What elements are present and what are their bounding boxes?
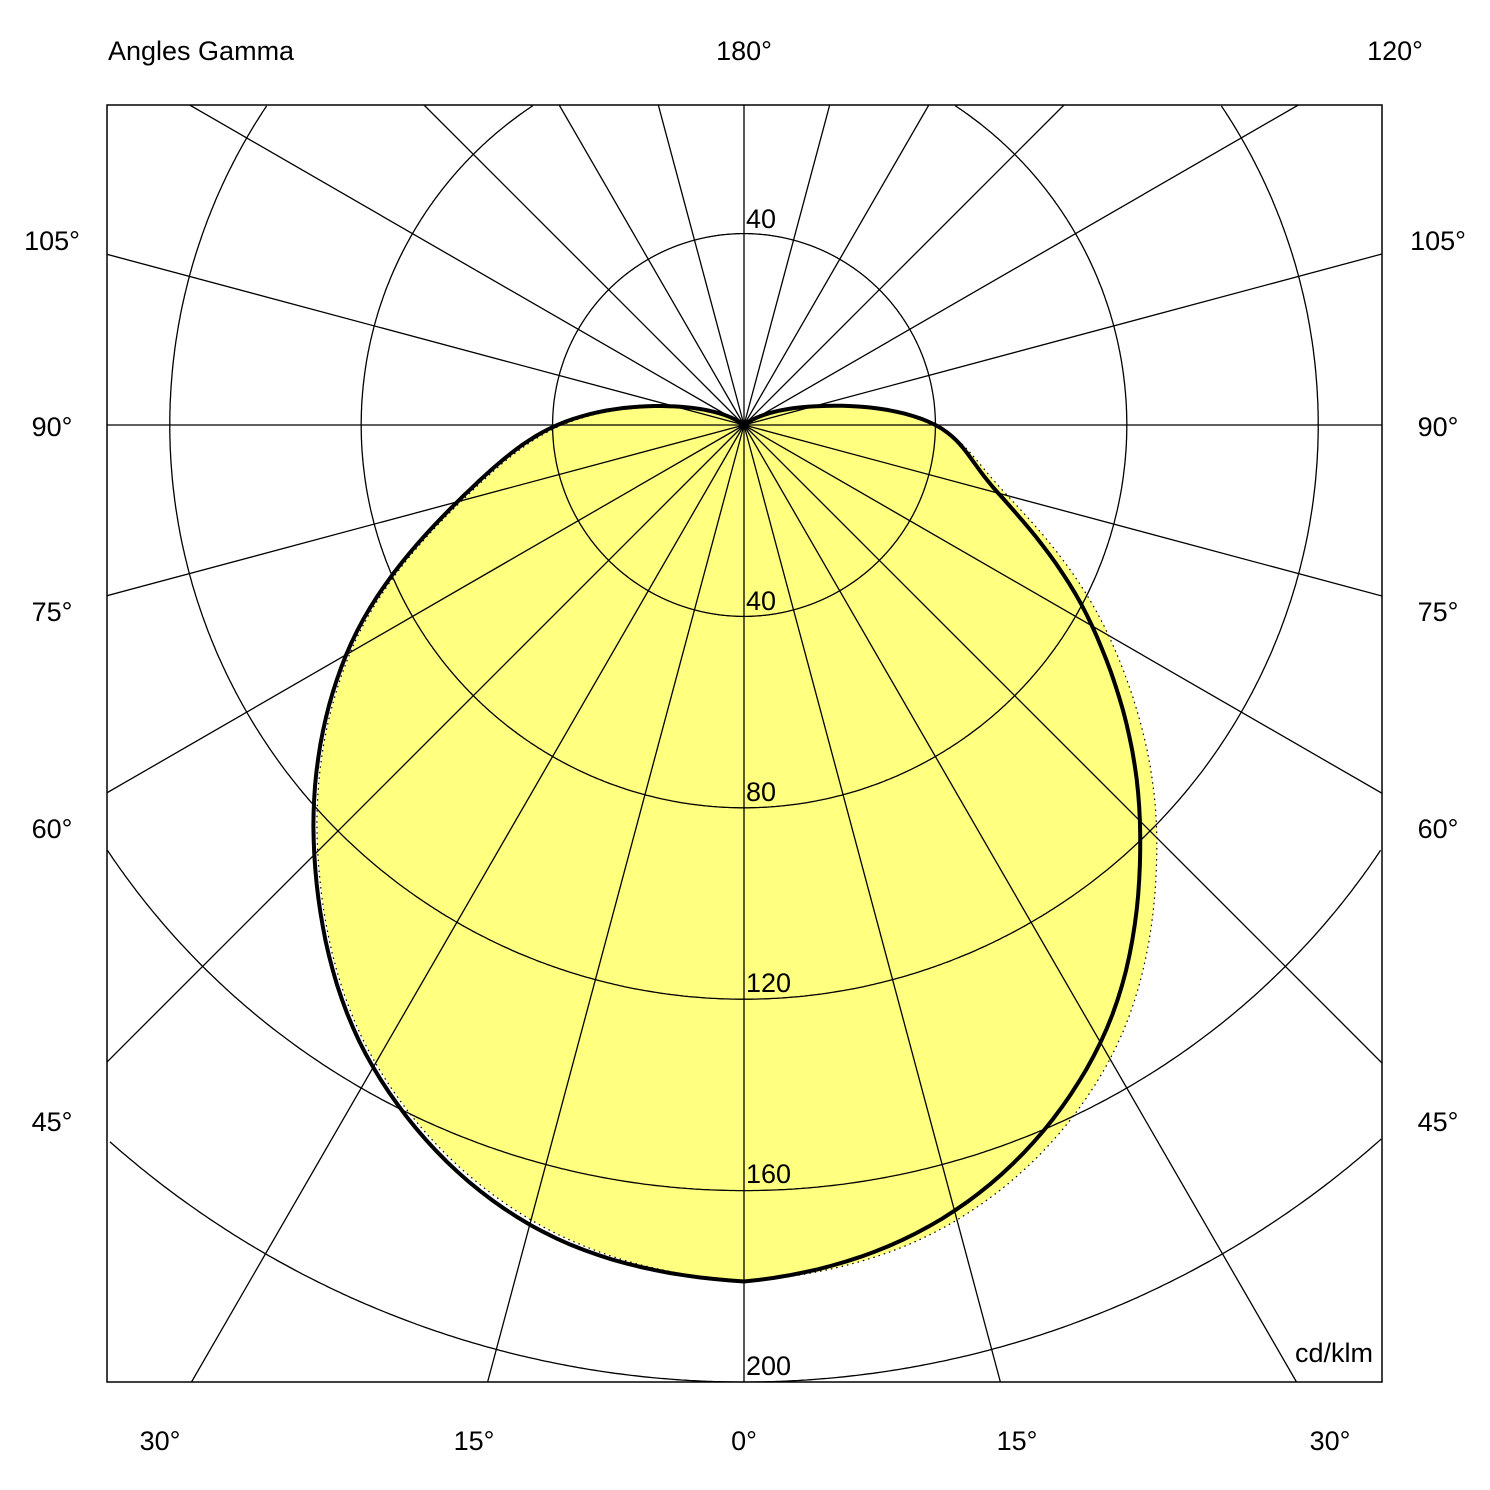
grid-radial-300 [107,424,745,794]
grid-radial-195 [657,105,745,426]
grid-radial-60 [743,424,1382,794]
radial-tick-160: 160 [746,1159,791,1189]
grid-radial-285 [107,424,745,597]
grid-radial-225 [423,105,745,426]
radial-tick-200: 200 [746,1351,791,1381]
grid-radial-135 [743,105,1065,426]
grid-circle-200 [109,1138,1382,1382]
angle-label-bottom-15-left: 15° [454,1426,495,1456]
angle-label-left-75: 75° [32,597,73,627]
grid-radial-30 [743,424,1298,1382]
grid-radial-255 [107,253,745,426]
grid-radial-345 [486,424,745,1382]
grid-radial-45 [743,424,1382,1064]
angle-label-right-75: 75° [1418,597,1459,627]
grid-radial-75 [743,424,1382,597]
radial-tick-80: 80 [746,777,776,807]
radial-tick-120: 120 [746,968,791,998]
angle-label-right-90: 90° [1418,412,1459,442]
chart-title: Angles Gamma [108,36,295,66]
grid-radial-150 [743,105,930,426]
angle-label-bottom-0: 0° [731,1426,757,1456]
grid-radial-210 [558,105,745,426]
angle-label-right-60: 60° [1418,814,1459,844]
angle-label-left-45: 45° [32,1107,73,1137]
angle-label-left-105: 105° [24,226,80,256]
grid-radial-105 [743,253,1382,426]
angle-label-bottom-30-left: 30° [140,1426,181,1456]
plot-frame [106,104,1383,1383]
intensity-fill-area [316,405,1157,1282]
grid-radial-15 [743,424,1002,1382]
radial-tick-40-top: 40 [746,204,776,234]
angle-label-bottom-30-right: 30° [1310,1426,1351,1456]
angle-label-top-180: 180° [716,36,772,66]
intensity-curve-solid [311,403,1143,1284]
angle-label-left-60: 60° [32,814,73,844]
angle-label-right-105: 105° [1410,226,1466,256]
angle-label-top-120: 120° [1367,36,1423,66]
grid-circle-120 [169,105,1319,1000]
angle-label-right-45: 45° [1418,1107,1459,1137]
grid-radial-165 [743,105,831,426]
unit-label: cd/klm [1295,1338,1373,1368]
radial-tick-40: 40 [746,586,776,616]
angle-label-bottom-15-right: 15° [997,1426,1038,1456]
angle-label-left-90: 90° [32,412,73,442]
grid-radial-315 [107,424,745,1063]
grid-radial-330 [190,424,745,1382]
grid-radial-240 [189,105,745,426]
grid-radial-120 [743,105,1299,426]
grid-circle-80 [360,105,1128,809]
